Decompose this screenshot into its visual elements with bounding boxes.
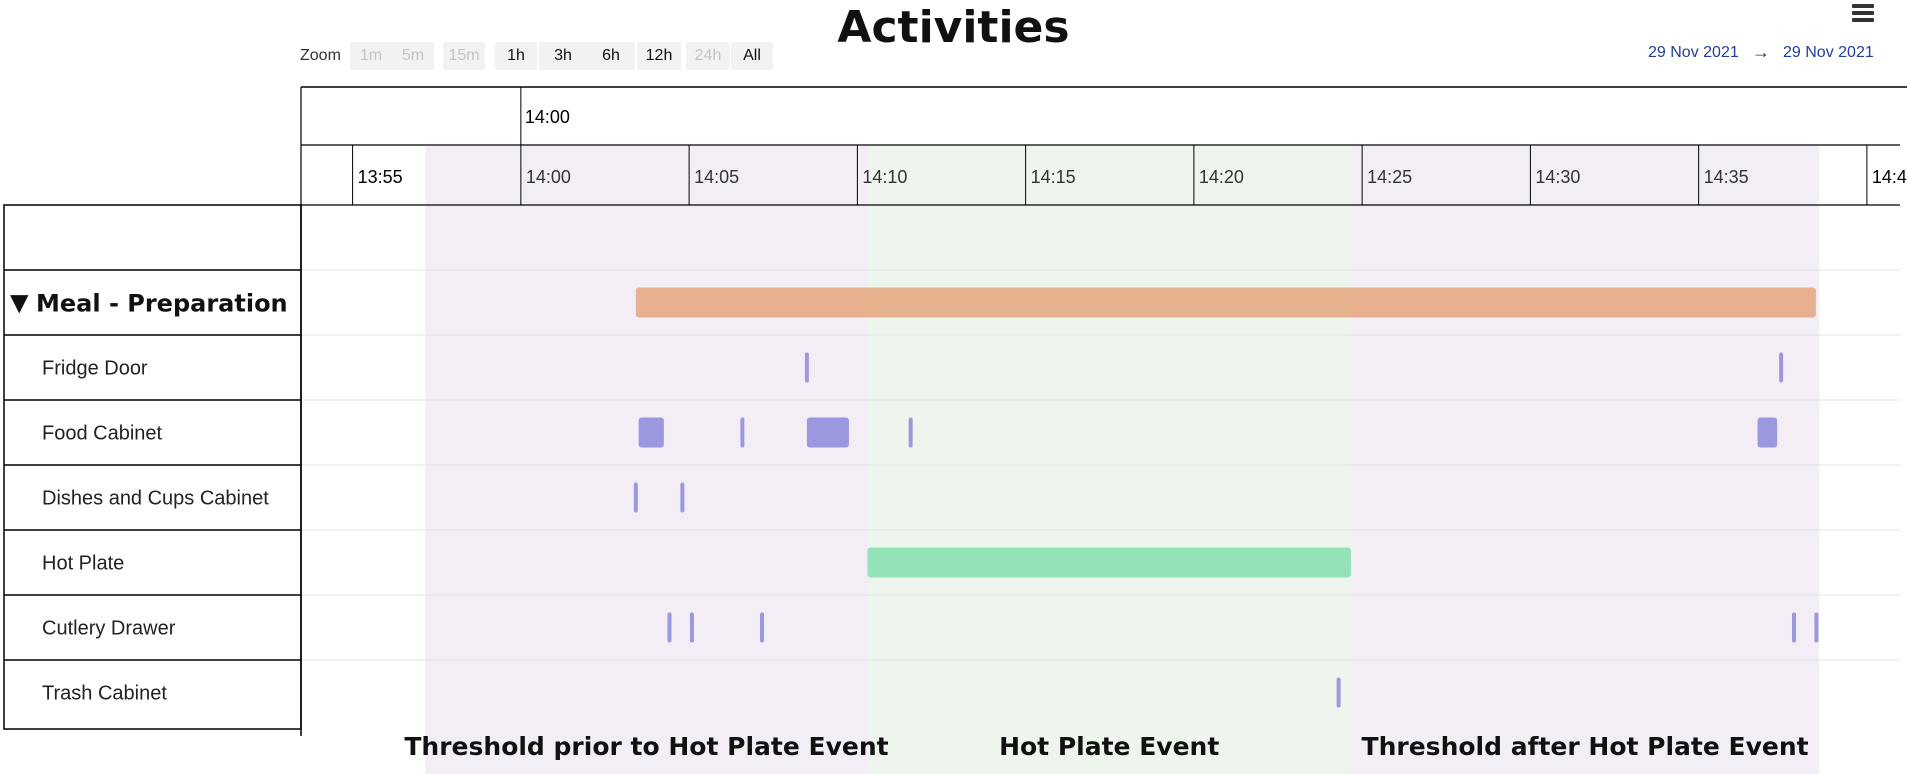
event-mark — [1814, 612, 1819, 643]
row-label-fridge-door: Fridge Door — [42, 358, 148, 380]
range-to-date[interactable]: 29 Nov 2021 — [1783, 44, 1874, 61]
band-threshold-prior-to-hot-plate-event — [425, 146, 868, 774]
row-label-trash-cabinet: Trash Cabinet — [42, 683, 167, 705]
event-mark — [760, 612, 765, 643]
zoom-button-6h[interactable]: 6h — [587, 42, 635, 70]
hamburger-menu-icon[interactable] — [1852, 4, 1874, 24]
event-mark — [689, 612, 694, 643]
range-from-date[interactable]: 29 Nov 2021 — [1648, 44, 1739, 61]
tick-label: 13:55 — [358, 167, 403, 187]
zoom-button-1h[interactable]: 1h — [495, 42, 537, 70]
tick-label: 14:05 — [694, 167, 739, 187]
row-label-hot-plate: Hot Plate — [42, 553, 124, 575]
tick-label: 14:15 — [1031, 167, 1076, 187]
range-arrow: → — [1752, 42, 1770, 62]
tick-label: 14:20 — [1199, 167, 1244, 187]
hot-plate-bar — [867, 547, 1351, 578]
band-label-hot-plate-event: Hot Plate Event — [999, 732, 1219, 761]
group-toggle-icon: ▼ — [10, 289, 29, 317]
row-label-cutlery-drawer: Cutlery Drawer — [42, 618, 176, 640]
zoom-button-1m: 1m — [350, 42, 392, 70]
row-label-food-cabinet: Food Cabinet — [42, 423, 163, 445]
zoom-button-all[interactable]: All — [731, 42, 773, 70]
tick-label: 14:00 — [526, 167, 571, 187]
zoom-button-5m: 5m — [392, 42, 434, 70]
chart-title: Activities — [837, 2, 1070, 53]
tick-label: 14:35 — [1704, 167, 1749, 187]
zoom-label: Zoom — [300, 47, 341, 64]
tick-label: 14:40 — [1872, 167, 1907, 187]
event-mark — [633, 482, 638, 513]
event-mark — [1779, 352, 1784, 383]
event-mark — [638, 417, 664, 448]
event-mark — [667, 612, 672, 643]
top-axis-label: 14:00 — [525, 107, 570, 127]
group-span-bar — [635, 287, 1816, 318]
band-threshold-after-hot-plate-event — [1350, 146, 1820, 774]
zoom-button-24h: 24h — [686, 42, 730, 70]
band-hot-plate-event — [867, 146, 1351, 774]
row-label-dishes-and-cups-cabinet: Dishes and Cups Cabinet — [42, 488, 269, 510]
event-mark — [806, 417, 849, 448]
tick-label: 14:25 — [1367, 167, 1412, 187]
tick-label: 14:30 — [1535, 167, 1580, 187]
zoom-button-3h[interactable]: 3h — [539, 42, 587, 70]
event-mark — [740, 417, 745, 448]
tick-label: 14:10 — [862, 167, 907, 187]
zoom-button-12h[interactable]: 12h — [637, 42, 681, 70]
event-mark — [804, 352, 809, 383]
event-mark — [1791, 612, 1796, 643]
group-label: Meal - Preparation — [36, 290, 288, 318]
event-mark — [908, 417, 913, 448]
zoom-button-15m: 15m — [443, 42, 485, 70]
event-mark — [1757, 417, 1778, 448]
event-mark — [680, 482, 685, 513]
band-label-threshold-after-hot-plate-event: Threshold after Hot Plate Event — [1362, 732, 1809, 761]
event-mark — [1336, 677, 1341, 708]
label-column-frame — [3, 204, 302, 730]
band-label-threshold-prior-to-hot-plate-event: Threshold prior to Hot Plate Event — [404, 732, 888, 761]
